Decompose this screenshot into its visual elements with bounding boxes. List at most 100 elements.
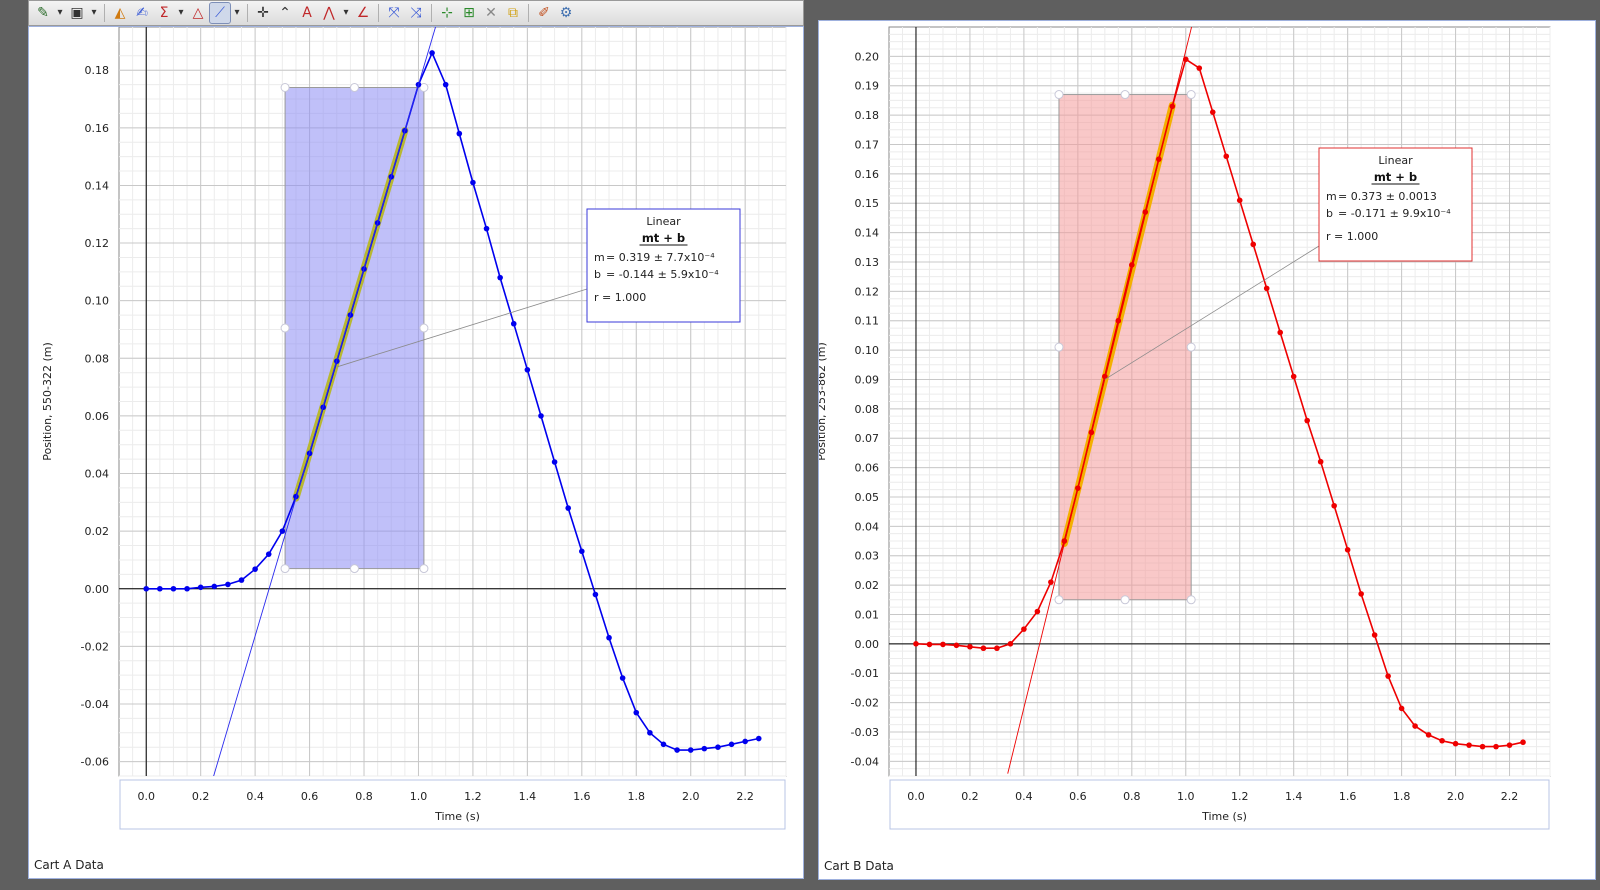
data-point[interactable] <box>1344 547 1351 553</box>
y-axis-label[interactable]: Position, 253-862 (m) <box>815 342 828 461</box>
signal-icon[interactable]: ⋀ <box>323 5 335 21</box>
data-point[interactable] <box>1479 743 1486 750</box>
data-point[interactable] <box>1493 743 1499 750</box>
annotate-icon[interactable]: ✍ <box>136 5 148 21</box>
data-point[interactable] <box>1236 197 1243 204</box>
data-point[interactable] <box>742 738 748 745</box>
data-point[interactable] <box>265 551 272 557</box>
data-point[interactable] <box>157 585 163 592</box>
data-point[interactable] <box>524 367 531 373</box>
data-point[interactable] <box>1034 608 1041 615</box>
data-point[interactable] <box>1331 502 1337 509</box>
selection-handle[interactable] <box>419 323 429 333</box>
data-point[interactable] <box>1317 458 1324 465</box>
selection-handle[interactable] <box>1120 595 1130 605</box>
data-point[interactable] <box>980 645 987 652</box>
data-point[interactable] <box>1412 723 1418 729</box>
smart-tool-icon[interactable]: ∠ <box>356 5 370 21</box>
selection-handle[interactable] <box>1186 595 1196 605</box>
data-point[interactable] <box>1520 739 1526 746</box>
curve-fit-box[interactable]: Linear mt + b m = 0.319 ± 7.7x10⁻⁴ b = -0.144… <box>586 208 741 323</box>
dropdown-arrow-icon[interactable]: ▾ <box>91 7 97 18</box>
data-point[interactable] <box>225 581 231 588</box>
dropdown-arrow-icon[interactable]: ▾ <box>343 7 349 18</box>
data-point[interactable] <box>1048 579 1054 585</box>
data-point[interactable] <box>252 566 258 572</box>
data-point[interactable] <box>1250 241 1257 248</box>
selection-handle[interactable] <box>419 564 429 574</box>
select-region-icon[interactable]: ⊞ <box>463 5 475 21</box>
data-point[interactable] <box>470 179 476 186</box>
data-point[interactable] <box>510 320 517 327</box>
data-point[interactable] <box>429 50 435 56</box>
data-point[interactable] <box>170 585 177 592</box>
scale-data-icon[interactable]: ⤧ <box>388 5 400 21</box>
selection-handle[interactable] <box>1054 595 1064 605</box>
x-axis-box[interactable] <box>119 779 786 830</box>
settings-gear-icon[interactable]: ⚙ <box>559 5 573 21</box>
data-point[interactable] <box>184 585 190 592</box>
data-point[interactable] <box>647 729 653 736</box>
data-point[interactable] <box>967 643 973 650</box>
integral-area-icon[interactable]: △ <box>192 5 204 21</box>
data-point[interactable] <box>926 641 933 648</box>
duplicate-icon[interactable]: ⧉ <box>508 5 518 21</box>
data-point[interactable] <box>1304 417 1310 424</box>
data-point[interactable] <box>143 585 150 592</box>
data-point[interactable] <box>497 274 503 281</box>
graph-panel-cart-a[interactable]: 0.0 0.2 0.4 0.6 0.8 1.0 1.2 1.4 1.6 1.8 2.0 2.2 -0.0… <box>28 26 804 879</box>
data-point[interactable] <box>728 741 735 748</box>
curve-fit-icon[interactable]: ⟋ <box>209 2 231 24</box>
data-point[interactable] <box>279 528 286 534</box>
data-point[interactable] <box>1385 673 1391 679</box>
data-point[interactable] <box>755 735 762 742</box>
data-point[interactable] <box>551 459 558 465</box>
data-point[interactable] <box>1290 373 1297 380</box>
graph-panel-cart-b[interactable]: 0.0 0.2 0.4 0.6 0.8 1.0 1.2 1.4 1.6 1.8 2.0 2.2 -0.0… <box>815 20 1596 880</box>
selection-handle[interactable] <box>280 323 290 333</box>
data-point[interactable] <box>1196 65 1203 71</box>
dropdown-arrow-icon[interactable]: ▾ <box>178 7 184 18</box>
data-point[interactable] <box>619 675 626 681</box>
page-layout-icon[interactable]: ▣ <box>70 5 84 21</box>
tangent-icon[interactable]: ⌃ <box>279 5 291 21</box>
chart-cart-b[interactable]: 0.0 0.2 0.4 0.6 0.8 1.0 1.2 1.4 1.6 1.8 2.0 2.2 -0.0… <box>815 21 1595 879</box>
dropdown-arrow-icon[interactable]: ▾ <box>57 7 63 18</box>
statistics-sigma-icon[interactable]: Σ <box>159 5 169 21</box>
linear-fit-line[interactable] <box>212 27 446 783</box>
data-point[interactable] <box>1209 109 1216 115</box>
dropdown-arrow-icon[interactable]: ▾ <box>234 7 240 18</box>
selection-region[interactable] <box>1058 94 1192 601</box>
data-point[interactable] <box>565 505 572 511</box>
data-point[interactable] <box>1452 740 1459 747</box>
data-point[interactable] <box>940 641 946 648</box>
selection-handle[interactable] <box>419 82 429 92</box>
y-axis-label[interactable]: Position, 550-322 (m) <box>41 342 54 461</box>
data-point[interactable] <box>1358 591 1364 597</box>
data-point[interactable] <box>687 747 694 753</box>
data-point[interactable] <box>994 645 1000 652</box>
x-axis-label[interactable]: Time (s) <box>434 810 480 823</box>
selection-handle[interactable] <box>1186 342 1196 352</box>
highlight-icon[interactable]: ✐ <box>538 5 550 21</box>
data-point[interactable] <box>660 741 667 748</box>
selection-handle[interactable] <box>349 564 359 574</box>
data-series-line[interactable] <box>146 50 759 751</box>
data-point[interactable] <box>538 413 544 419</box>
selection-handle[interactable] <box>280 82 290 92</box>
data-point[interactable] <box>674 747 680 753</box>
data-point[interactable] <box>633 709 640 716</box>
data-point[interactable] <box>1425 732 1432 738</box>
data-point[interactable] <box>579 548 585 555</box>
data-point[interactable] <box>1506 742 1513 748</box>
selection-region[interactable] <box>284 86 425 570</box>
selection-handle[interactable] <box>280 564 290 574</box>
data-point[interactable] <box>1277 329 1284 336</box>
data-point[interactable] <box>442 81 449 88</box>
data-point[interactable] <box>701 745 708 752</box>
text-annotation-icon[interactable]: A <box>302 5 312 21</box>
crosshair-icon[interactable]: ✛ <box>257 5 269 21</box>
data-point[interactable] <box>1007 641 1014 647</box>
selection-handle[interactable] <box>1054 90 1064 100</box>
data-point[interactable] <box>238 577 245 583</box>
